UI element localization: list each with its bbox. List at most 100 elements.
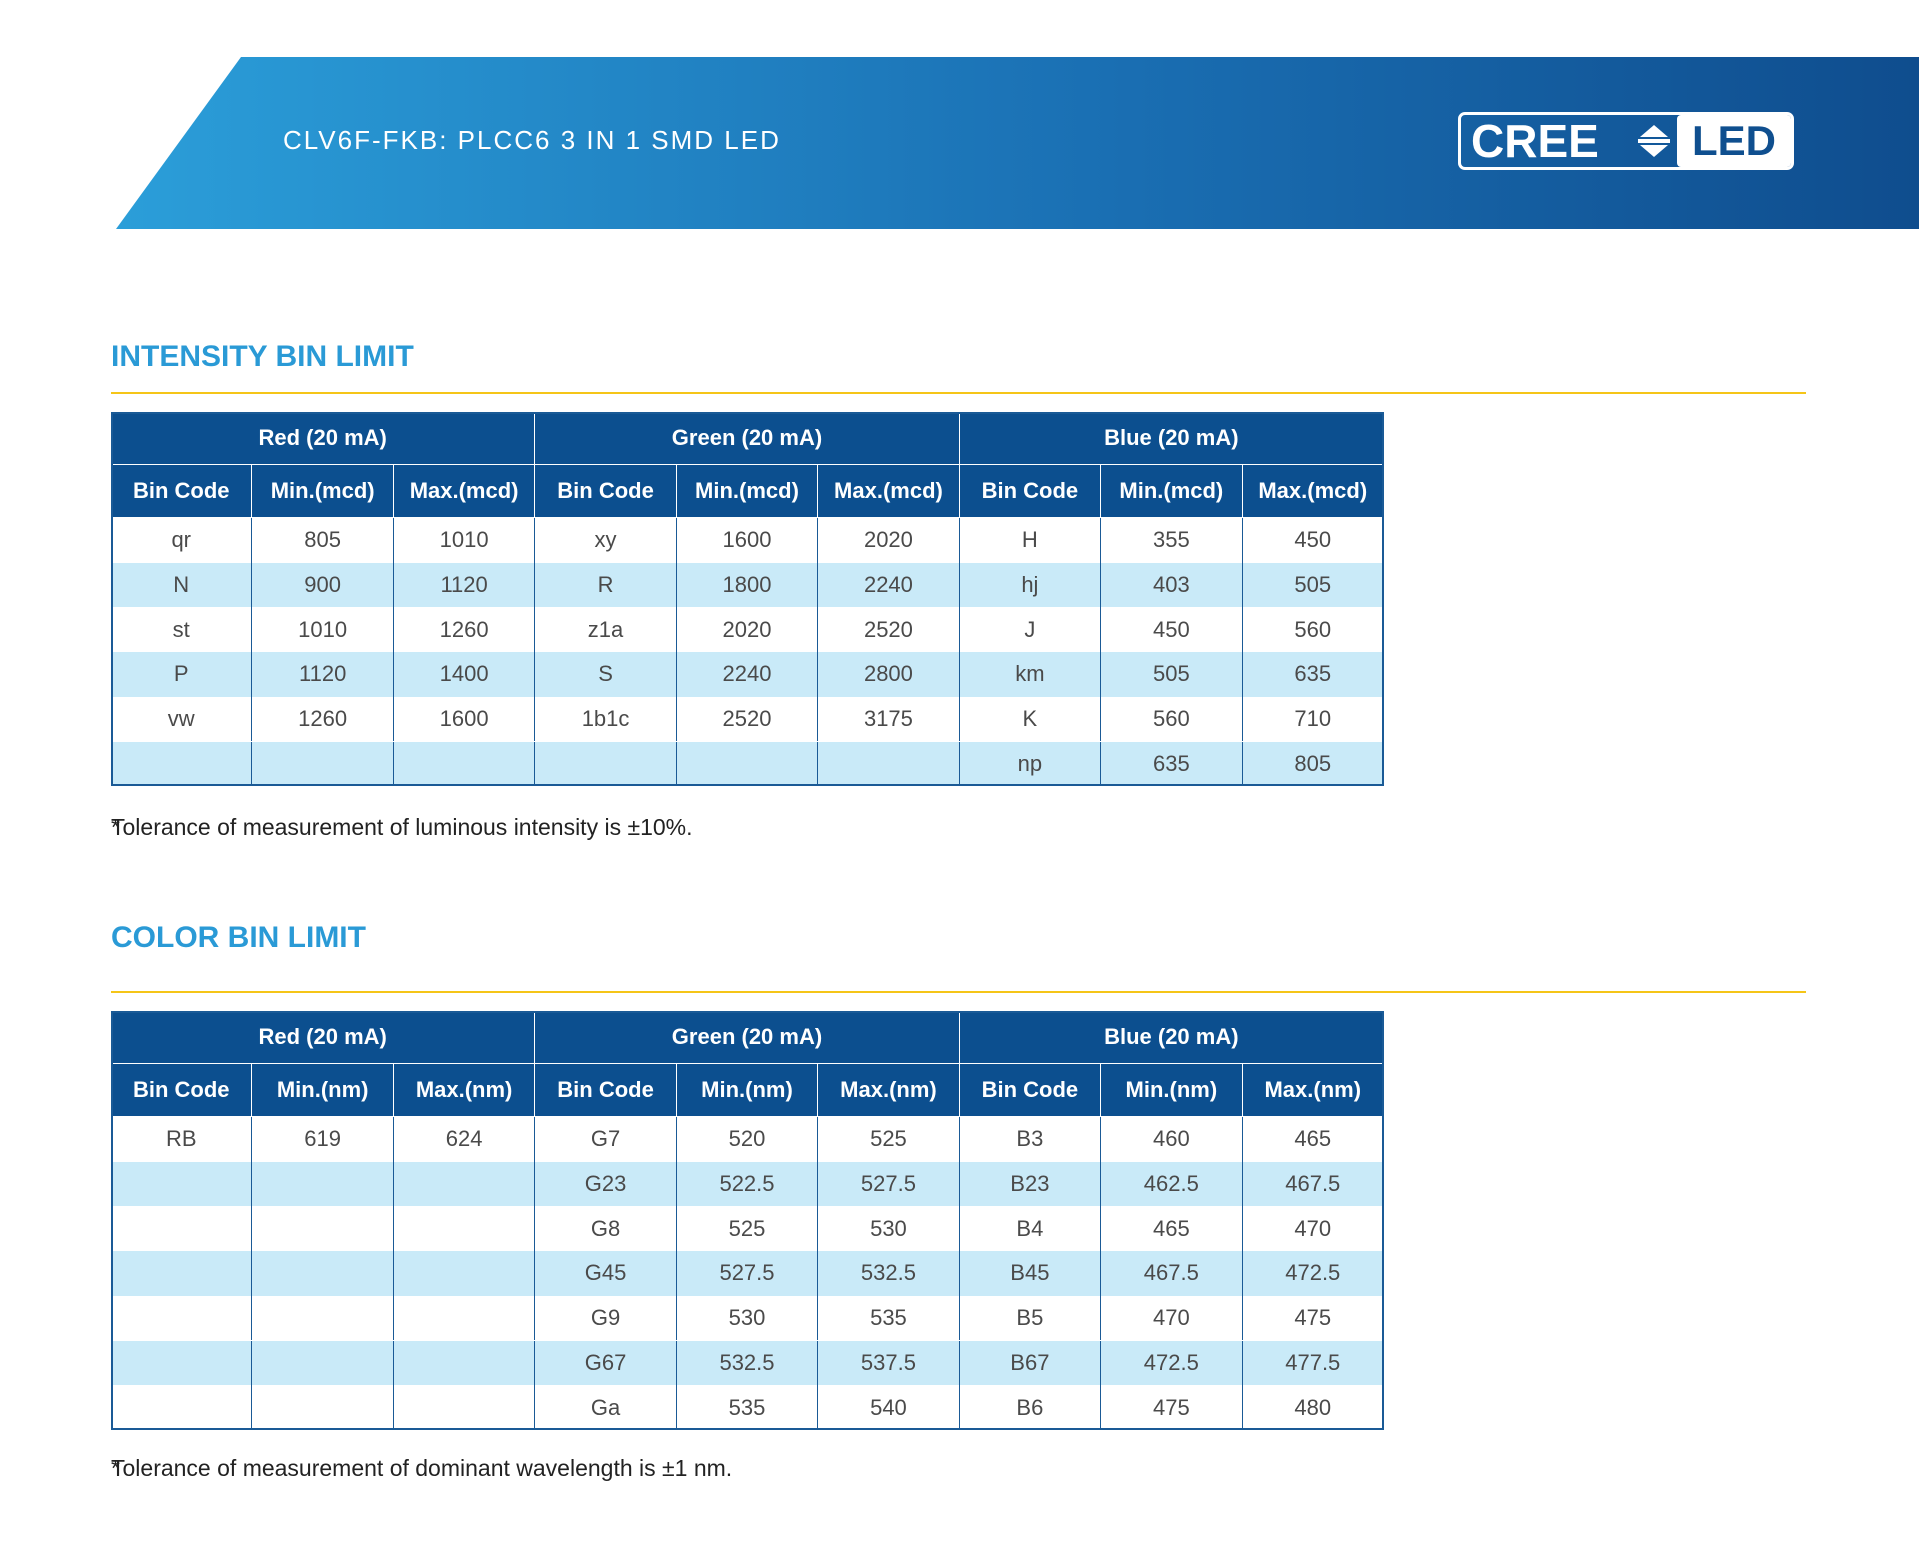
table-cell: 1800 — [676, 562, 819, 608]
table-cell: 475 — [1101, 1385, 1243, 1430]
table-cell: R — [535, 562, 677, 608]
table-cell: 560 — [1242, 607, 1384, 653]
table-cell: 527.5 — [676, 1251, 819, 1296]
table-cell: 480 — [1242, 1385, 1384, 1430]
table-cell — [111, 1206, 253, 1252]
table-cell — [252, 1385, 394, 1430]
table-cell: K — [959, 696, 1102, 742]
table-cell — [252, 1206, 394, 1252]
table-cell — [252, 1340, 394, 1386]
table-cell — [111, 741, 253, 787]
table-cell: 1120 — [393, 562, 536, 608]
column-header: Bin Code — [959, 1064, 1102, 1117]
table-cell: 710 — [1242, 696, 1384, 742]
table-cell: 470 — [1242, 1206, 1384, 1252]
table-cell: km — [959, 652, 1102, 697]
table-cell: np — [959, 741, 1102, 787]
section-rule — [111, 991, 1806, 993]
logo-brand: CREE — [1471, 115, 1599, 167]
logo: CREE LED — [1458, 112, 1794, 170]
footnote-mark: * — [111, 1455, 120, 1481]
table-cell: 805 — [252, 518, 394, 563]
table-cell — [252, 741, 394, 787]
column-header: Bin Code — [111, 465, 253, 518]
table-cell: B3 — [959, 1117, 1102, 1162]
table: Red (20 mA) Green (20 mA) Blue (20 mA) Bin … — [111, 412, 1384, 787]
table-cell: G9 — [535, 1295, 677, 1341]
table-cell: qr — [111, 518, 253, 563]
table-cell — [818, 741, 960, 787]
logo-product: LED — [1677, 115, 1791, 167]
table-cell — [252, 1251, 394, 1296]
table-cell: 527.5 — [818, 1161, 960, 1207]
table-cell — [535, 741, 677, 787]
table-cell: 470 — [1101, 1295, 1243, 1341]
table-cell: Ga — [535, 1385, 677, 1430]
table-cell — [111, 1340, 253, 1386]
table-cell — [393, 1161, 536, 1207]
table-cell: 525 — [676, 1206, 819, 1252]
table-cell: 635 — [1101, 741, 1243, 787]
table-cell: G67 — [535, 1340, 677, 1386]
table-cell: vw — [111, 696, 253, 742]
table-cell: 1600 — [393, 696, 536, 742]
column-header: Bin Code — [535, 465, 677, 518]
table-cell — [393, 741, 536, 787]
table-cell: G7 — [535, 1117, 677, 1162]
column-header: Max.(mcd) — [818, 465, 960, 518]
document-title: CLV6F-FKB: PLCC6 3 IN 1 SMD LED — [283, 125, 781, 155]
table-cell: 2520 — [676, 696, 819, 742]
table-cell — [393, 1385, 536, 1430]
table-cell: 462.5 — [1101, 1161, 1243, 1207]
column-header: Min.(mcd) — [676, 465, 819, 518]
table-cell — [111, 1385, 253, 1430]
column-header: Max.(nm) — [393, 1064, 536, 1117]
table-cell: 530 — [818, 1206, 960, 1252]
table-cell: 1120 — [252, 652, 394, 697]
table-cell: G23 — [535, 1161, 677, 1207]
table-cell: xy — [535, 518, 677, 563]
table-cell: N — [111, 562, 253, 608]
table-cell: 535 — [818, 1295, 960, 1341]
table-cell: 467.5 — [1101, 1251, 1243, 1296]
table-cell: 450 — [1242, 518, 1384, 563]
footnote-text: Tolerance of measurement of dominant wav… — [111, 1455, 733, 1481]
table-cell: 520 — [676, 1117, 819, 1162]
table-cell: 900 — [252, 562, 394, 608]
table-cell: 2240 — [818, 562, 960, 608]
table-cell: RB — [111, 1117, 253, 1162]
table-cell: B4 — [959, 1206, 1102, 1252]
table-cell: 465 — [1242, 1117, 1384, 1162]
table-cell: J — [959, 607, 1102, 653]
table-cell: G45 — [535, 1251, 677, 1296]
table-cell: 532.5 — [676, 1340, 819, 1386]
table-cell: z1a — [535, 607, 677, 653]
table-cell: 560 — [1101, 696, 1243, 742]
table-cell: st — [111, 607, 253, 653]
column-header: Min.(nm) — [1101, 1064, 1243, 1117]
table-cell: 525 — [818, 1117, 960, 1162]
logo-icon-shape — [1638, 125, 1670, 157]
table-cell: 2520 — [818, 607, 960, 653]
table-cell: 1400 — [393, 652, 536, 697]
footnote-text: Tolerance of measurement of luminous int… — [111, 814, 693, 840]
group-header: Green (20 mA) — [535, 1011, 960, 1064]
column-header: Bin Code — [959, 465, 1102, 518]
table-cell: 460 — [1101, 1117, 1243, 1162]
table-cell: B45 — [959, 1251, 1102, 1296]
column-header: Min.(nm) — [252, 1064, 394, 1117]
table-cell: 403 — [1101, 562, 1243, 608]
column-header: Max.(mcd) — [393, 465, 536, 518]
table-cell: 2240 — [676, 652, 819, 697]
table-cell: 532.5 — [818, 1251, 960, 1296]
column-header: Min.(nm) — [676, 1064, 819, 1117]
table-cell: B67 — [959, 1340, 1102, 1386]
table-cell: 530 — [676, 1295, 819, 1341]
table-cell: 477.5 — [1242, 1340, 1384, 1386]
table-cell: 624 — [393, 1117, 536, 1162]
table-cell — [111, 1251, 253, 1296]
table-cell: 475 — [1242, 1295, 1384, 1341]
table-cell: 635 — [1242, 652, 1384, 697]
table-cell: 1600 — [676, 518, 819, 563]
